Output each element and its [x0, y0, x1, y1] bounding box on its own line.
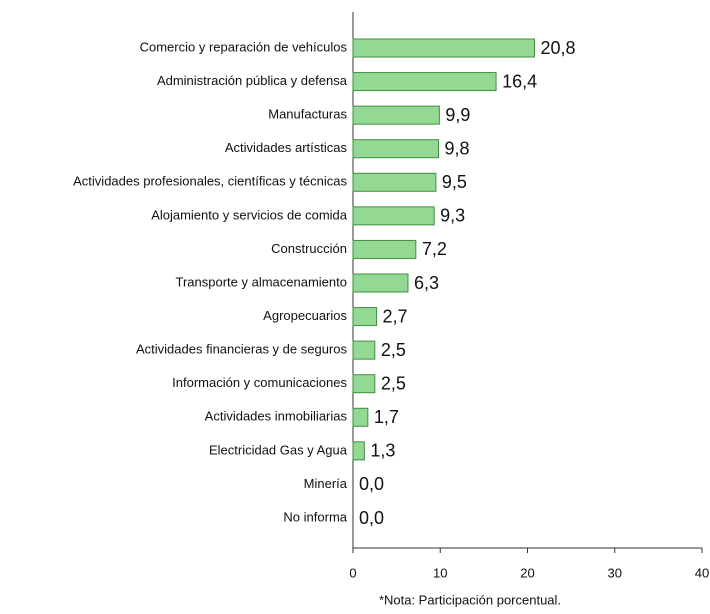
note: *Nota: Participación porcentual.: [379, 592, 561, 607]
category-label: Actividades financieras y de seguros: [136, 342, 348, 357]
value-label: 2,7: [383, 306, 408, 326]
value-label: 1,7: [374, 407, 399, 427]
x-tick-label: 30: [608, 565, 622, 580]
category-label: Comercio y reparación de vehículos: [140, 39, 348, 54]
value-label: 7,2: [422, 239, 447, 259]
bar: [352, 307, 378, 327]
category-label: Actividades inmobiliarias: [205, 409, 348, 424]
bar: [352, 340, 376, 360]
value-label: 1,3: [370, 441, 395, 461]
category-label: Manufacturas: [268, 107, 347, 122]
bar: [352, 172, 437, 192]
value-label: 0,0: [359, 508, 384, 528]
category-label: No informa: [283, 509, 347, 524]
bar: [352, 72, 497, 92]
bar: [352, 105, 440, 125]
bar: [352, 374, 376, 394]
value-label: 9,5: [442, 172, 467, 192]
category-label: Alojamiento y servicios de comida: [151, 207, 348, 222]
value-label: 2,5: [381, 373, 406, 393]
value-label: 9,8: [445, 138, 470, 158]
value-label: 9,3: [440, 206, 465, 226]
bar: [352, 139, 440, 159]
bar: [352, 407, 369, 427]
value-label: 9,9: [445, 105, 470, 125]
bar: [352, 239, 417, 259]
category-label: Actividades artísticas: [225, 140, 348, 155]
value-label: 16,4: [502, 71, 537, 91]
value-label: 20,8: [540, 38, 575, 58]
value-label: 0,0: [359, 474, 384, 494]
category-label: Minería: [304, 476, 348, 491]
x-tick-label: 20: [520, 565, 534, 580]
category-label: Información y comunicaciones: [172, 375, 347, 390]
category-label: Administración pública y defensa: [157, 73, 348, 88]
value-label: 6,3: [414, 273, 439, 293]
category-label: Construcción: [271, 241, 347, 256]
value-label: 2,5: [381, 340, 406, 360]
bar: [352, 38, 535, 58]
category-label: Electricidad Gas y Agua: [209, 442, 348, 457]
x-tick-label: 40: [695, 565, 709, 580]
category-label: Transporte y almacenamiento: [176, 274, 348, 289]
x-tick-label: 0: [349, 565, 356, 580]
bar: [352, 441, 365, 461]
bar: [352, 206, 435, 226]
category-label: Agropecuarios: [263, 308, 347, 323]
x-tick-label: 10: [433, 565, 447, 580]
bar: [352, 273, 409, 293]
category-label: Actividades profesionales, científicas y…: [73, 174, 347, 189]
